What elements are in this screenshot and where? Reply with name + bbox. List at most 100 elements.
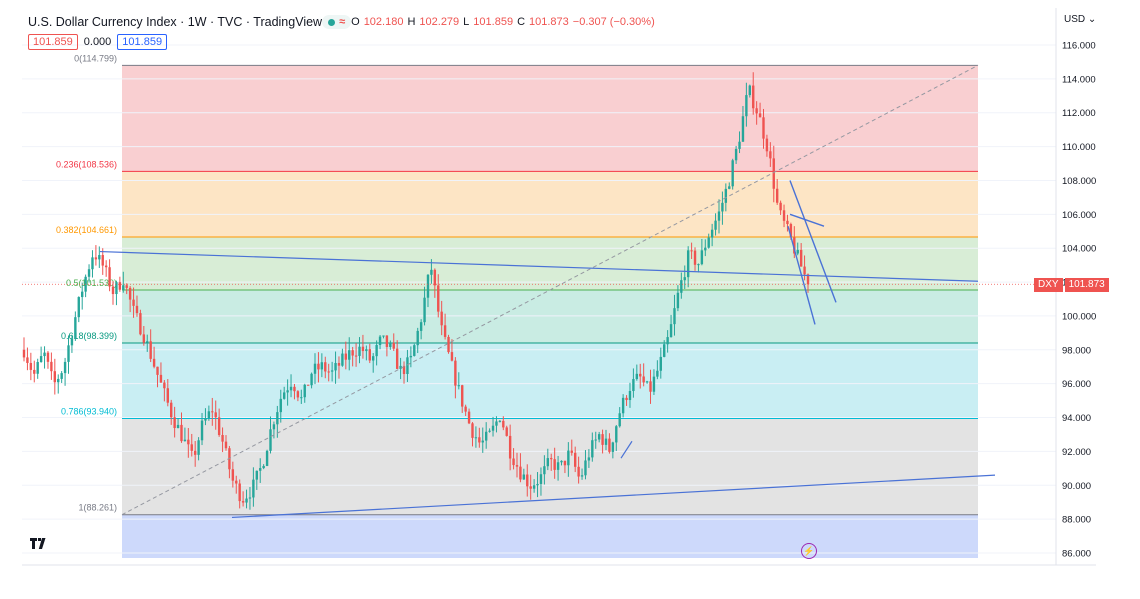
candle-body	[406, 357, 409, 375]
candle-body	[556, 462, 560, 470]
candle-body	[81, 291, 84, 298]
candle-body	[306, 384, 310, 386]
candle-body	[632, 379, 635, 392]
candle-body	[758, 113, 762, 118]
candle-body	[36, 362, 39, 374]
candle-body	[673, 308, 676, 325]
candle-body	[652, 376, 656, 392]
low-value: 101.859	[473, 16, 514, 28]
candle-body	[207, 411, 211, 419]
candle-body	[252, 479, 255, 498]
candle-body	[416, 330, 419, 346]
candle-body	[440, 311, 443, 326]
fib-level-label: 0.618(98.399)	[61, 331, 117, 341]
candle-body	[666, 337, 669, 345]
candle-body	[104, 265, 108, 268]
candle-body	[570, 450, 573, 453]
fib-bands	[122, 65, 978, 558]
candle-body	[762, 117, 765, 139]
candle-body	[491, 425, 495, 431]
candle-body	[457, 385, 460, 387]
fib-band	[122, 65, 978, 172]
candle-body	[221, 435, 224, 442]
candle-body	[645, 381, 649, 383]
fib-levels: 0(114.799) 0.236(108.536) 0.382(104.661) 0.…	[56, 53, 978, 516]
candle-body	[693, 250, 697, 265]
candle-body	[628, 391, 632, 401]
candle-body	[789, 224, 793, 238]
buy-price-button[interactable]: 101.859	[117, 34, 168, 50]
chart-header: U.S. Dollar Currency Index · 1W · TVC · …	[28, 12, 655, 32]
candle-body	[317, 363, 320, 370]
candle-body	[481, 440, 484, 443]
candle-body	[63, 361, 67, 374]
candle-body	[142, 334, 146, 343]
lightning-icon[interactable]: ⚡	[801, 543, 817, 559]
candle-body	[341, 353, 344, 366]
candle-body	[803, 266, 806, 275]
candle-body	[461, 385, 464, 407]
candle-body	[156, 366, 159, 375]
candle-body	[152, 358, 156, 367]
tradingview-logo-icon[interactable]	[30, 537, 48, 551]
candle-body	[217, 417, 221, 436]
candle-body	[502, 420, 505, 428]
candle-body	[526, 474, 529, 487]
fib-band	[122, 290, 978, 344]
candle-body	[330, 370, 334, 372]
candle-body	[248, 497, 252, 499]
sell-price-button[interactable]: 101.859	[28, 34, 78, 50]
market-status[interactable]: ≈	[322, 15, 352, 29]
fib-diagonal	[121, 64, 979, 516]
candle-body	[580, 475, 584, 477]
candle-body	[515, 465, 519, 467]
trend-drawings[interactable]	[22, 64, 1034, 519]
candle-body	[115, 282, 118, 295]
currency-dropdown[interactable]: USD ⌄	[1064, 14, 1096, 25]
candle-body	[680, 280, 683, 293]
candle-body	[313, 363, 317, 374]
fib-band-extension	[122, 514, 978, 558]
candle-body	[382, 335, 385, 337]
candle-body	[77, 297, 80, 318]
candle-body	[734, 148, 738, 161]
candle-body	[159, 374, 163, 383]
candle-body	[522, 474, 526, 480]
candle-body	[368, 349, 371, 361]
candle-body	[358, 346, 361, 356]
candle-body	[611, 442, 615, 452]
candle-body	[728, 186, 731, 189]
candle-body	[563, 460, 567, 466]
candle-body	[197, 440, 200, 455]
candle-body	[560, 460, 563, 463]
candle-body	[454, 360, 457, 386]
candle-body	[190, 444, 193, 451]
candle-body	[464, 406, 467, 412]
price-tick-label: 114.000	[1062, 74, 1096, 85]
candle-body	[139, 313, 142, 335]
candle-body	[738, 141, 741, 149]
candle-body	[262, 465, 265, 469]
candle-body	[200, 420, 204, 441]
candle-body	[642, 376, 645, 383]
candle-body	[484, 431, 488, 441]
price-axis[interactable]: 116.000 114.000 112.000 110.000 108.000 106.0…	[1062, 41, 1096, 560]
candle-body	[392, 342, 395, 349]
fib-level-label: 0.786(93.940)	[61, 407, 117, 417]
candle-body	[786, 220, 789, 225]
candle-body	[132, 299, 135, 306]
candle-body	[450, 352, 454, 361]
candle-body	[395, 348, 399, 369]
fib-level-label: 0(114.799)	[74, 53, 117, 63]
high-label: H	[407, 16, 416, 28]
close-value: 101.873	[529, 16, 569, 28]
candle-body	[536, 483, 539, 486]
candle-body	[282, 392, 286, 399]
symbol-title[interactable]: U.S. Dollar Currency Index · 1W · TVC · …	[28, 15, 323, 29]
price-tick-label: 98.000	[1062, 345, 1091, 356]
candle-body	[111, 286, 115, 295]
candle-body	[94, 257, 98, 260]
candle-body	[334, 362, 337, 371]
candle-body	[700, 250, 704, 265]
